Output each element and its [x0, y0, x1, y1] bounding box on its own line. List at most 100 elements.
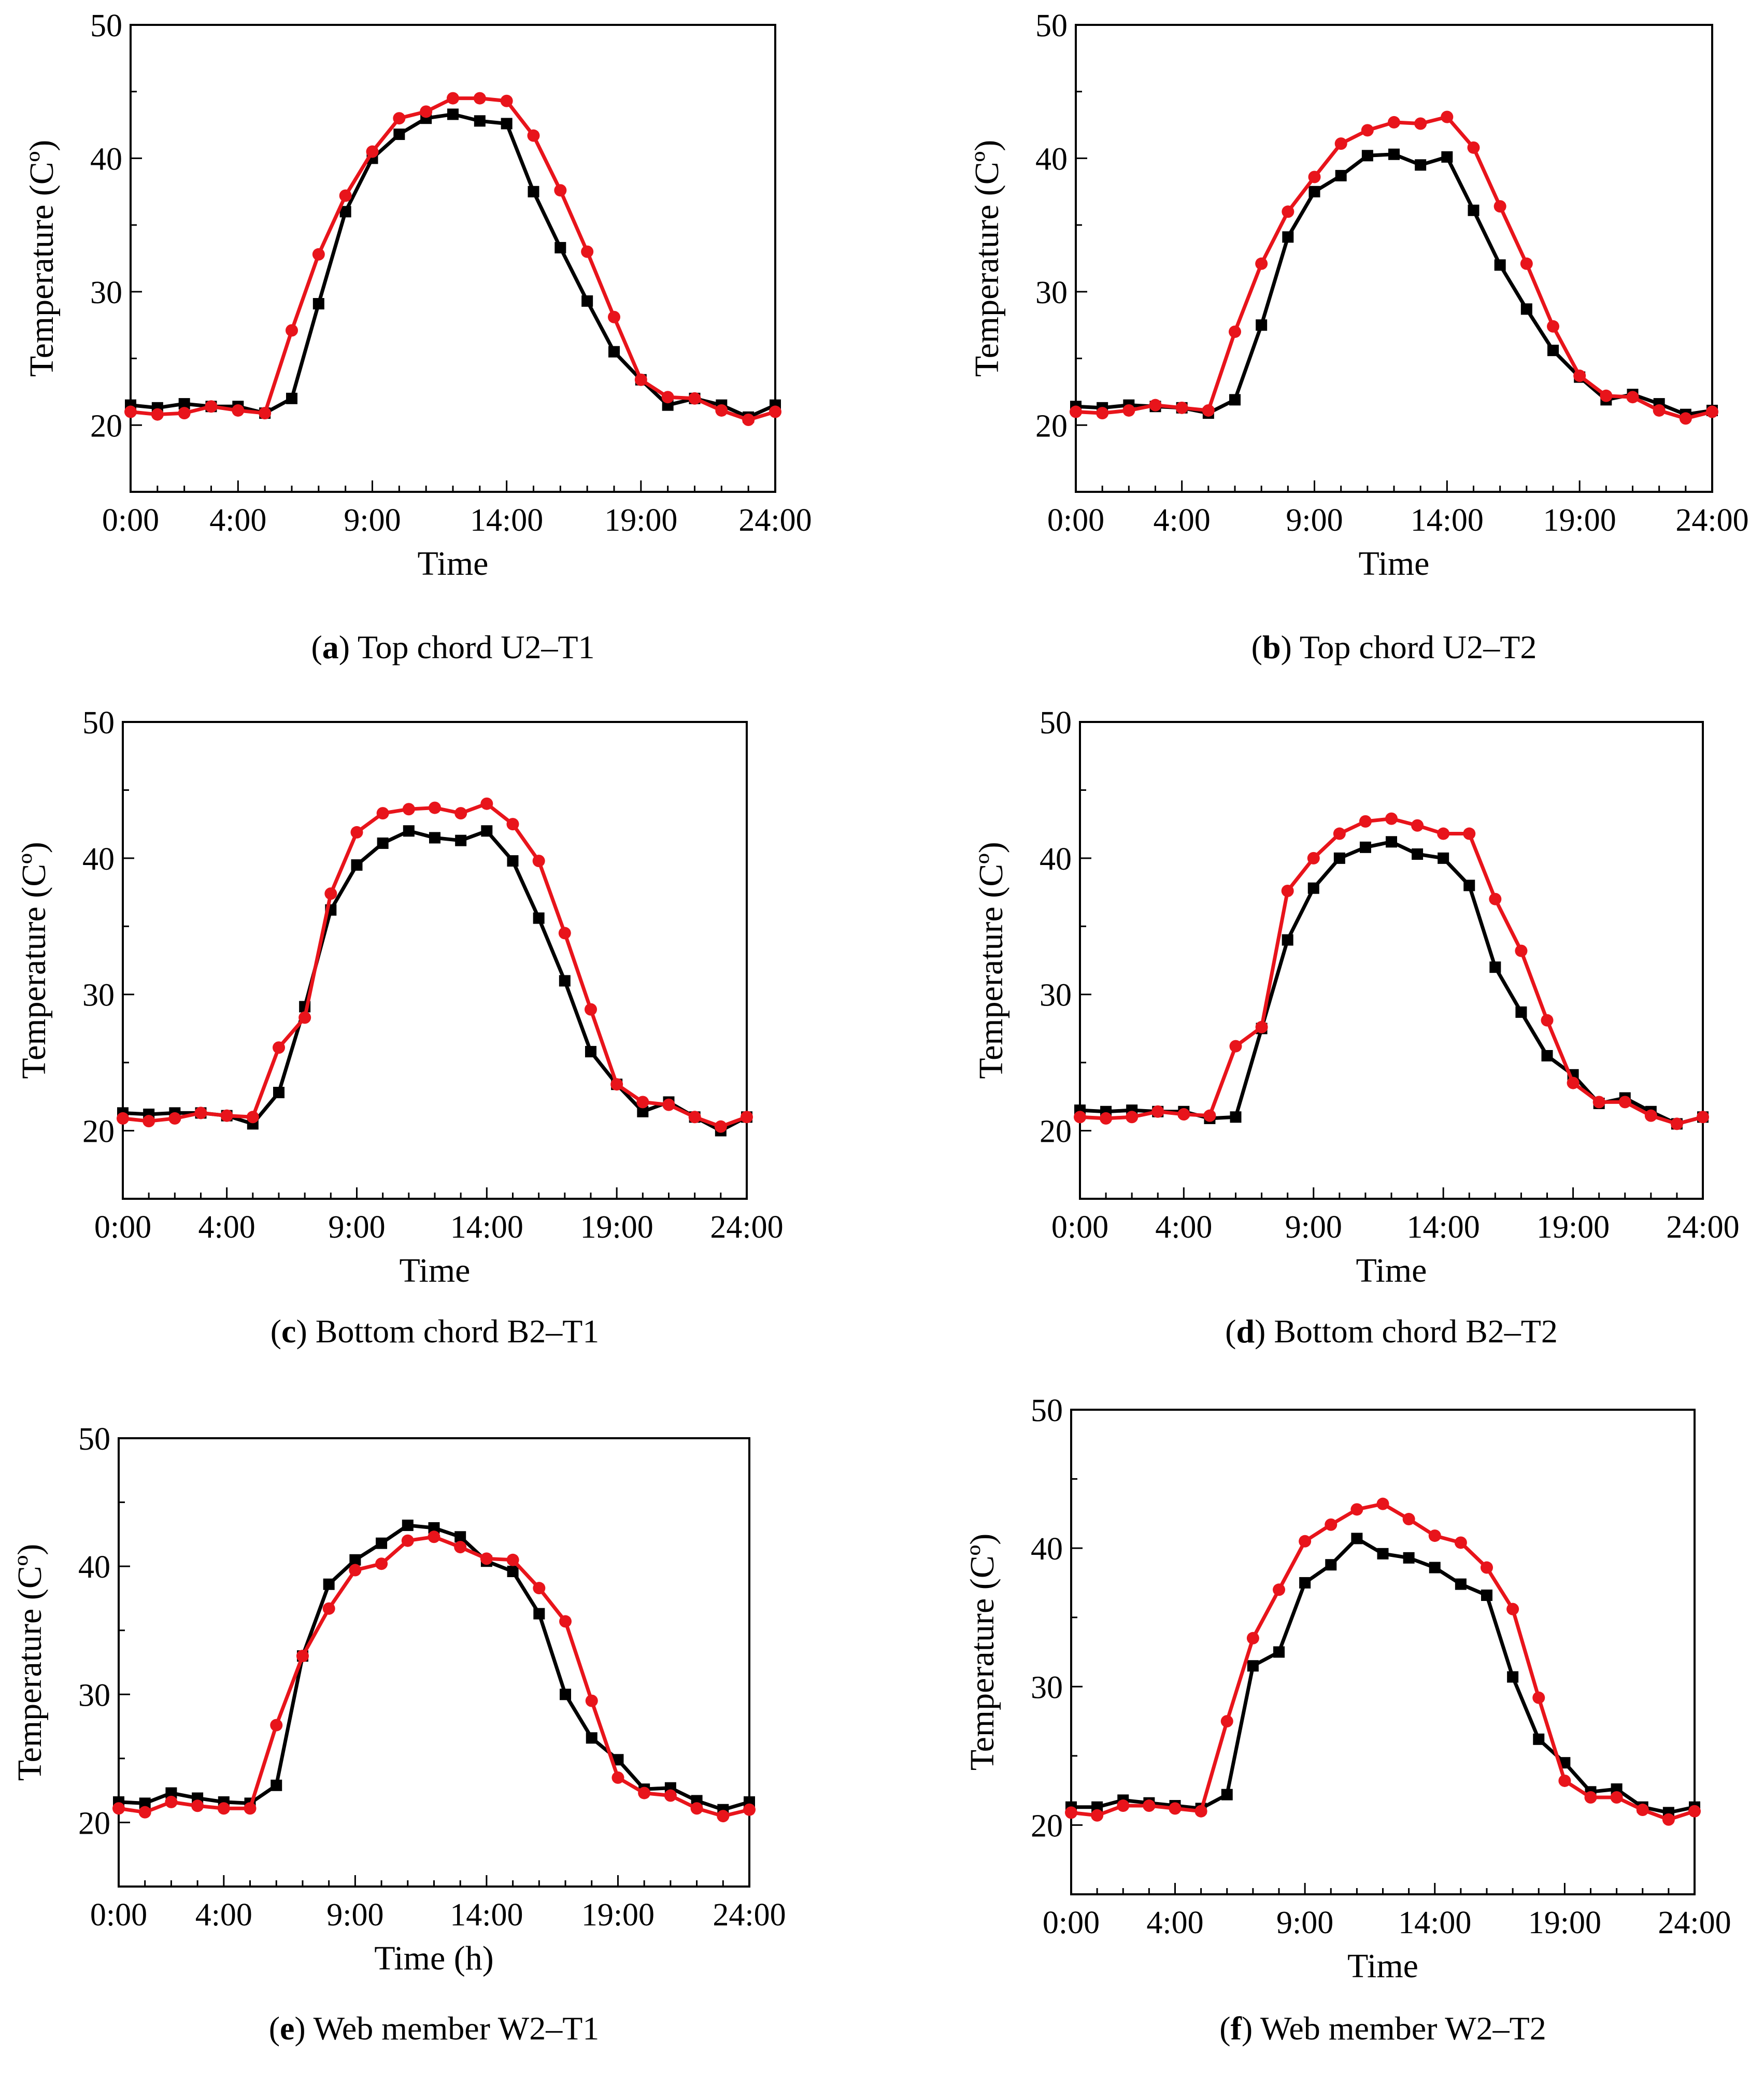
x-tick-label: 0:00 — [102, 503, 159, 538]
chart-panel-d: 0:00 4:00 9:00 14:00 19:00 24:00 20 30 40 50 Time T… — [972, 705, 1740, 1350]
x-tick-label: 4:00 — [1155, 1210, 1212, 1245]
caption-title: Top chord U2–T1 — [358, 629, 595, 665]
data-point-circle — [454, 807, 467, 820]
data-point-square — [339, 206, 351, 218]
data-point-circle — [500, 94, 513, 107]
data-point-circle — [124, 405, 137, 418]
series-line-black — [130, 112, 776, 419]
data-point-circle — [232, 404, 245, 417]
data-point-square — [1533, 1733, 1545, 1745]
data-point-circle — [1515, 944, 1528, 957]
caption-paren-close: ) — [296, 1313, 315, 1350]
x-tick-label: 24:00 — [1666, 1210, 1739, 1245]
y-tick-label: 40 — [1031, 1532, 1063, 1567]
data-point-circle — [1388, 116, 1400, 129]
y-tick-label: 40 — [90, 141, 122, 177]
x-tick-label: 4:00 — [198, 1210, 255, 1245]
data-point-circle — [350, 826, 363, 839]
data-point-circle — [1194, 1805, 1207, 1818]
data-point-circle — [634, 373, 647, 386]
data-point-circle — [296, 1650, 309, 1663]
data-point-circle — [454, 1541, 467, 1554]
data-point-circle — [1143, 1799, 1156, 1812]
data-point-circle — [1626, 391, 1639, 404]
data-point-square — [585, 1046, 596, 1058]
x-tick-label: 0:00 — [90, 1897, 147, 1933]
y-tick-label: 30 — [90, 275, 122, 310]
data-point-square — [455, 834, 467, 846]
y-axis-title: Temperature (Cº) — [23, 140, 61, 377]
data-point-circle — [1203, 1109, 1216, 1122]
data-point-circle — [610, 1078, 623, 1091]
caption-paren-open: ( — [1251, 629, 1262, 665]
data-point-square — [581, 295, 593, 307]
data-point-square — [1333, 852, 1345, 864]
data-point-circle — [1229, 325, 1241, 338]
x-tick-label: 0:00 — [1047, 503, 1104, 538]
data-point-square — [1463, 880, 1475, 891]
data-point-square — [1359, 841, 1371, 853]
data-point-circle — [1697, 1111, 1709, 1124]
data-point-circle — [1532, 1691, 1545, 1704]
data-point-circle — [1454, 1536, 1467, 1549]
data-point-square — [1481, 1589, 1492, 1601]
x-tick-label: 19:00 — [580, 1210, 653, 1245]
plot-frame — [1079, 721, 1704, 1200]
data-point-square — [507, 855, 519, 867]
caption-letter: f — [1231, 2010, 1242, 2047]
data-point-circle — [339, 189, 352, 202]
data-point-square — [402, 1520, 414, 1532]
data-point-circle — [1493, 200, 1506, 213]
data-point-circle — [1308, 171, 1321, 183]
y-tick-label: 30 — [78, 1678, 110, 1713]
data-point-square — [323, 1578, 335, 1590]
panel-caption: (f) Web member W2–T2 — [1219, 2010, 1546, 2047]
y-tick-label: 30 — [1035, 275, 1068, 310]
data-point-circle — [286, 324, 298, 337]
data-point-circle — [112, 1802, 125, 1815]
x-tick-label: 19:00 — [1543, 503, 1616, 538]
x-tick-label: 4:00 — [1154, 503, 1211, 538]
data-point-circle — [428, 1530, 440, 1543]
data-point-square — [271, 1779, 282, 1791]
data-point-circle — [376, 807, 389, 820]
series-line-black — [118, 1523, 750, 1812]
caption-title: Top chord U2–T2 — [1300, 629, 1537, 665]
data-point-circle — [532, 855, 545, 868]
data-point-circle — [168, 1112, 181, 1125]
data-point-circle — [1385, 812, 1398, 825]
x-axis-title: Time — [1359, 545, 1430, 583]
data-point-circle — [429, 801, 441, 814]
x-tick-label: 9:00 — [1285, 1210, 1342, 1245]
data-point-circle — [661, 391, 674, 404]
caption-letter: b — [1262, 629, 1281, 665]
data-point-square — [1361, 150, 1373, 162]
data-point-square — [533, 912, 545, 924]
data-point-circle — [1610, 1791, 1623, 1804]
data-point-circle — [1246, 1632, 1259, 1644]
data-point-circle — [1670, 1117, 1683, 1130]
y-tick-label: 40 — [78, 1550, 110, 1585]
x-tick-label: 9:00 — [328, 1210, 385, 1245]
data-point-square — [1325, 1559, 1337, 1571]
data-point-circle — [1411, 819, 1424, 832]
data-point-square — [1441, 151, 1453, 163]
y-tick-label: 30 — [1040, 978, 1072, 1013]
data-point-square — [1403, 1552, 1415, 1564]
caption-letter: e — [280, 2010, 294, 2047]
x-tick-label: 4:00 — [1146, 1905, 1203, 1940]
data-point-square — [1230, 1111, 1242, 1123]
y-axis-title: Temperature (Cº) — [968, 140, 1006, 377]
data-point-circle — [1151, 1105, 1164, 1118]
caption-title: Bottom chord B2–T1 — [316, 1313, 600, 1350]
panel-caption: (b) Top chord U2–T2 — [1251, 629, 1537, 665]
y-tick-label: 50 — [90, 8, 122, 44]
data-point-circle — [742, 413, 755, 426]
x-tick-label: 19:00 — [581, 1897, 655, 1933]
x-tick-label: 9:00 — [1286, 503, 1343, 538]
data-point-circle — [1520, 257, 1533, 270]
data-point-square — [349, 1554, 361, 1566]
series-line-black — [1071, 1536, 1695, 1814]
data-point-square — [1547, 345, 1559, 357]
